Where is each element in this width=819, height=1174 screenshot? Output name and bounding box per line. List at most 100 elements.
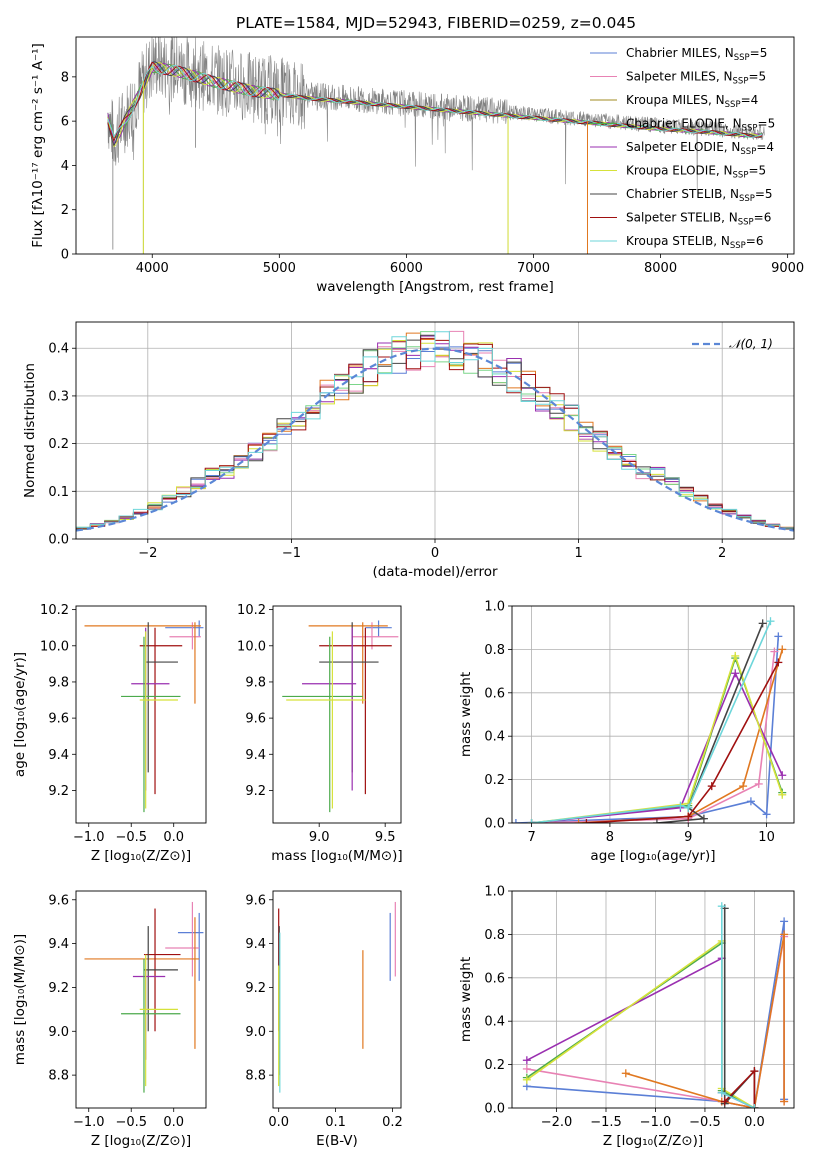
x-tick-label: −1 xyxy=(282,546,301,561)
normal-curve xyxy=(76,347,794,532)
x-tick-label: 8000 xyxy=(644,261,677,276)
panel-residuals: −2 −1 0 1 2 0.0 0.1 0.2 0.3 0.4 (data-model)/error… xyxy=(22,321,795,580)
x-axis-label: Z [log₁₀(Z/Z⊙)] xyxy=(91,848,191,864)
x-tick-label: 7000 xyxy=(517,261,550,276)
weight-line-8 xyxy=(531,620,772,823)
x-tick-label: 9.0 xyxy=(309,830,330,845)
plot-area xyxy=(282,620,399,813)
weight-line-8 xyxy=(720,906,755,1108)
x-tick-label: 0.0 xyxy=(163,830,184,845)
weight-line-3 xyxy=(526,941,755,1108)
x-tick-label: 0.0 xyxy=(268,1115,289,1130)
x-tick-label: −1.5 xyxy=(590,1115,622,1130)
x-axis-label: (data-model)/error xyxy=(372,564,498,580)
y-tick-label: 0.1 xyxy=(48,485,69,500)
y-tick-label: 9.4 xyxy=(245,937,266,952)
y-tick-label: 8 xyxy=(61,70,69,85)
legend-label: Kroupa ELODIE, NSSP=5 xyxy=(626,164,766,181)
plot-area xyxy=(84,620,204,813)
y-tick-label: 9.2 xyxy=(48,981,69,996)
y-tick-label: 9.2 xyxy=(48,784,69,799)
weight-line-6 xyxy=(723,908,756,1108)
x-tick-label: −1.0 xyxy=(640,1115,672,1130)
model-line-8 xyxy=(107,64,763,138)
plot-area xyxy=(512,617,787,823)
axes-frame xyxy=(272,605,402,824)
weight-line-4 xyxy=(531,671,784,823)
x-tick-label: −2.0 xyxy=(541,1115,573,1130)
y-tick-label: 0.0 xyxy=(484,1102,505,1117)
y-tick-label: 0.0 xyxy=(48,533,69,548)
y-axis-label: mass weight xyxy=(458,957,474,1042)
x-tick-label: −1.0 xyxy=(73,1115,105,1130)
x-axis-label: mass [log₁₀(M/M⊙)] xyxy=(271,848,402,864)
y-tick-label: 0.0 xyxy=(484,817,505,832)
figure-title: PLATE=1584, MJD=52943, FIBERID=0259, z=0… xyxy=(236,14,636,32)
x-tick-label: −0.5 xyxy=(115,1115,147,1130)
plot-area xyxy=(107,37,765,254)
weight-line-2 xyxy=(625,934,785,1108)
y-axis-label: mass weight xyxy=(458,672,474,757)
x-tick-label: 7 xyxy=(527,830,535,845)
y-tick-label: 9.2 xyxy=(245,981,266,996)
y-tick-label: 6 xyxy=(61,115,69,130)
y-tick-label: 9.4 xyxy=(48,748,69,763)
y-tick-label: 4 xyxy=(61,159,69,174)
y-tick-label: 0.6 xyxy=(484,686,505,701)
panels: 4000 5000 6000 7000 8000 9000 0 2 4 6 8 wavelength … xyxy=(12,36,804,1149)
y-tick-label: 0.2 xyxy=(484,773,505,788)
x-tick-label: 1 xyxy=(574,546,582,561)
x-tick-label: 0 xyxy=(431,546,439,561)
axes-frame xyxy=(75,890,207,1109)
weight-line-5 xyxy=(526,939,755,1108)
y-tick-label: 10.0 xyxy=(237,639,266,654)
y-tick-label: 10.2 xyxy=(237,603,266,618)
plot-area xyxy=(522,902,789,1108)
plot-area xyxy=(76,330,794,532)
legend-label: Chabrier MILES, NSSP=5 xyxy=(626,46,767,63)
plot-area xyxy=(278,901,396,1093)
y-tick-label: 9.8 xyxy=(48,675,69,690)
x-tick-label: 2 xyxy=(718,546,726,561)
x-tick-label: 0.2 xyxy=(382,1115,403,1130)
y-tick-label: 9.0 xyxy=(245,1025,266,1040)
legend-label: Kroupa MILES, NSSP=4 xyxy=(626,93,758,110)
legend-label: 𝒩(0, 1) xyxy=(729,337,773,351)
panel-spectrum: 4000 5000 6000 7000 8000 9000 0 2 4 6 8 wavelength … xyxy=(30,36,804,295)
y-axis-label: Flux [fλ10⁻¹⁷ erg cm⁻² s⁻¹ A⁻¹] xyxy=(30,43,46,248)
panel-weight_vs_age: 7 8 9 10 0.0 0.2 0.4 0.6 0.8 1.0 age [log₁₀(age/yr… xyxy=(458,600,795,864)
y-tick-label: 0.4 xyxy=(484,730,505,745)
panel-age_vs_mass: 9.0 9.5 9.2 9.4 9.6 9.8 10.0 10.2 mass [log₁₀(M/… xyxy=(237,603,403,864)
x-tick-label: 9000 xyxy=(771,261,804,276)
y-tick-label: 0.6 xyxy=(484,971,505,986)
y-axis-label: age [log₁₀(age/yr)] xyxy=(12,652,28,777)
x-tick-label: 8 xyxy=(606,830,614,845)
x-tick-label: 0.0 xyxy=(744,1115,765,1130)
weight-line-7 xyxy=(586,662,780,823)
x-tick-label: 5000 xyxy=(263,261,296,276)
panel-age_vs_Z: −1.0 −0.5 0.0 9.2 9.4 9.6 9.8 10.0 10.2 Z [log₁₀(… xyxy=(12,603,207,864)
x-tick-label: 6000 xyxy=(390,261,423,276)
axes-frame xyxy=(511,605,795,824)
y-tick-label: 9.0 xyxy=(48,1025,69,1040)
weight-line-6 xyxy=(656,623,764,823)
x-tick-label: −0.5 xyxy=(689,1115,721,1130)
x-axis-label: age [log₁₀(age/yr)] xyxy=(590,848,715,864)
histogram-8 xyxy=(76,331,794,529)
y-tick-label: 9.4 xyxy=(48,937,69,952)
y-tick-label: 0.4 xyxy=(484,1015,505,1030)
y-tick-label: 1.0 xyxy=(484,600,505,615)
x-axis-label: wavelength [Angstrom, rest frame] xyxy=(316,279,554,295)
x-tick-label: 0.0 xyxy=(163,1115,184,1130)
y-tick-label: 0 xyxy=(61,248,69,263)
panel-mass_vs_Z: −1.0 −0.5 0.0 8.8 9.0 9.2 9.4 9.6 Z [log₁₀(Z/Z⊙)… xyxy=(12,890,207,1149)
y-tick-label: 1.0 xyxy=(484,885,505,900)
y-tick-label: 8.8 xyxy=(245,1069,266,1084)
y-tick-label: 9.4 xyxy=(245,748,266,763)
y-tick-label: 0.8 xyxy=(484,643,505,658)
x-tick-label: 9.5 xyxy=(375,830,396,845)
x-tick-label: 0.1 xyxy=(325,1115,346,1130)
y-tick-label: 8.8 xyxy=(48,1069,69,1084)
x-tick-label: −0.5 xyxy=(115,830,147,845)
